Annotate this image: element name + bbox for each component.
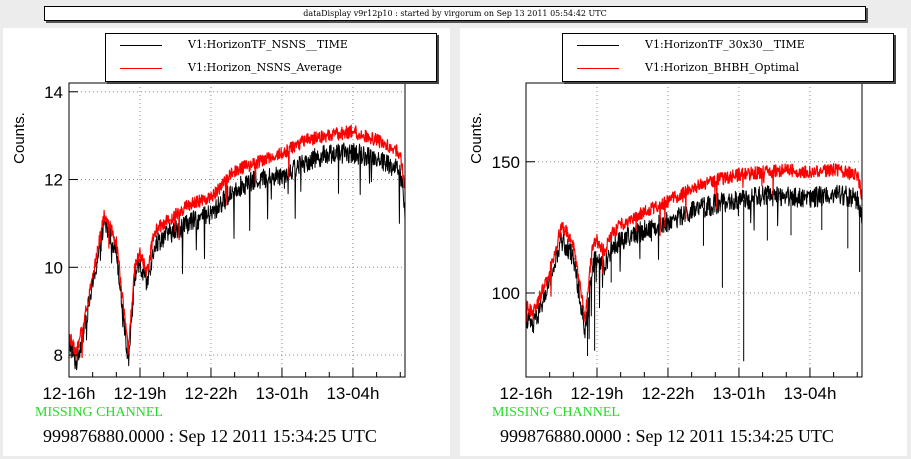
- right-panel: 12-16h 12-19h 12-22h 13-01h 13-04h 100 150 Coun…: [460, 28, 907, 456]
- x-tick-label: 12-19h: [571, 384, 624, 403]
- left-legend: V1:HorizonTF_NSNS__TIME V1:Horizon_NSNS_…: [105, 33, 437, 82]
- series-line: [525, 163, 863, 323]
- legend-line-average: [120, 68, 162, 69]
- timestamp-footer: 999876880.0000 : Sep 12 2011 15:34:25 UT…: [43, 426, 377, 446]
- legend-label: V1:Horizon_NSNS_Average: [188, 61, 343, 74]
- x-tick-label: 13-01h: [712, 384, 765, 403]
- x-tick-label: 12-19h: [114, 384, 167, 403]
- plot-frame: [525, 82, 863, 378]
- right-chart: 12-16h 12-19h 12-22h 13-01h 13-04h 100 150 Coun…: [468, 82, 863, 403]
- series-line: [525, 184, 863, 340]
- plot-frame: [68, 82, 406, 378]
- x-tick-label: 12-22h: [642, 384, 695, 403]
- y-axis-label: Counts.: [11, 112, 28, 164]
- y-tick-label: 150: [492, 153, 520, 172]
- series-line: [68, 124, 406, 361]
- missing-channel-text: MISSING CHANNEL: [492, 405, 620, 420]
- legend-item: V1:HorizonTF_30x30__TIME: [563, 34, 893, 57]
- left-chart: 12-16h 12-19h 12-22h 13-01h 13-04h 8 10 12 14 Cou…: [11, 82, 406, 403]
- x-tick-label: 12-16h: [43, 384, 96, 403]
- x-tick-label: 13-04h: [326, 384, 379, 403]
- right-legend: V1:HorizonTF_30x30__TIME V1:Horizon_BHBH…: [562, 33, 894, 82]
- y-tick-label: 12: [44, 171, 63, 190]
- missing-channel-text: MISSING CHANNEL: [35, 405, 163, 420]
- legend-item: V1:HorizonTF_NSNS__TIME: [106, 34, 436, 57]
- legend-label: V1:HorizonTF_NSNS__TIME: [188, 38, 348, 51]
- legend-item: V1:Horizon_BHBH_Optimal: [563, 57, 893, 80]
- legend-item: V1:Horizon_NSNS_Average: [106, 57, 436, 80]
- legend-line-time: [577, 45, 619, 46]
- x-tick-label: 13-04h: [783, 384, 836, 403]
- legend-line-optimal: [577, 68, 619, 69]
- legend-label: V1:HorizonTF_30x30__TIME: [645, 38, 805, 51]
- x-tick-label: 12-16h: [500, 384, 553, 403]
- left-panel: 12-16h 12-19h 12-22h 13-01h 13-04h 8 10 12 14 Cou…: [3, 28, 450, 456]
- legend-line-time: [120, 45, 162, 46]
- series-line: [68, 142, 406, 371]
- x-tick-label: 13-01h: [255, 384, 308, 403]
- y-tick-label: 10: [44, 258, 63, 277]
- legend-label: V1:Horizon_BHBH_Optimal: [645, 61, 799, 74]
- y-tick-label: 8: [54, 346, 63, 365]
- y-axis-label: Counts.: [468, 112, 485, 164]
- x-tick-label: 12-22h: [185, 384, 238, 403]
- window-title: dataDisplay v9r12p10 : started by virgor…: [44, 6, 866, 21]
- y-tick-label: 14: [44, 83, 63, 102]
- timestamp-footer: 999876880.0000 : Sep 12 2011 15:34:25 UT…: [500, 426, 834, 446]
- y-tick-label: 100: [492, 284, 520, 303]
